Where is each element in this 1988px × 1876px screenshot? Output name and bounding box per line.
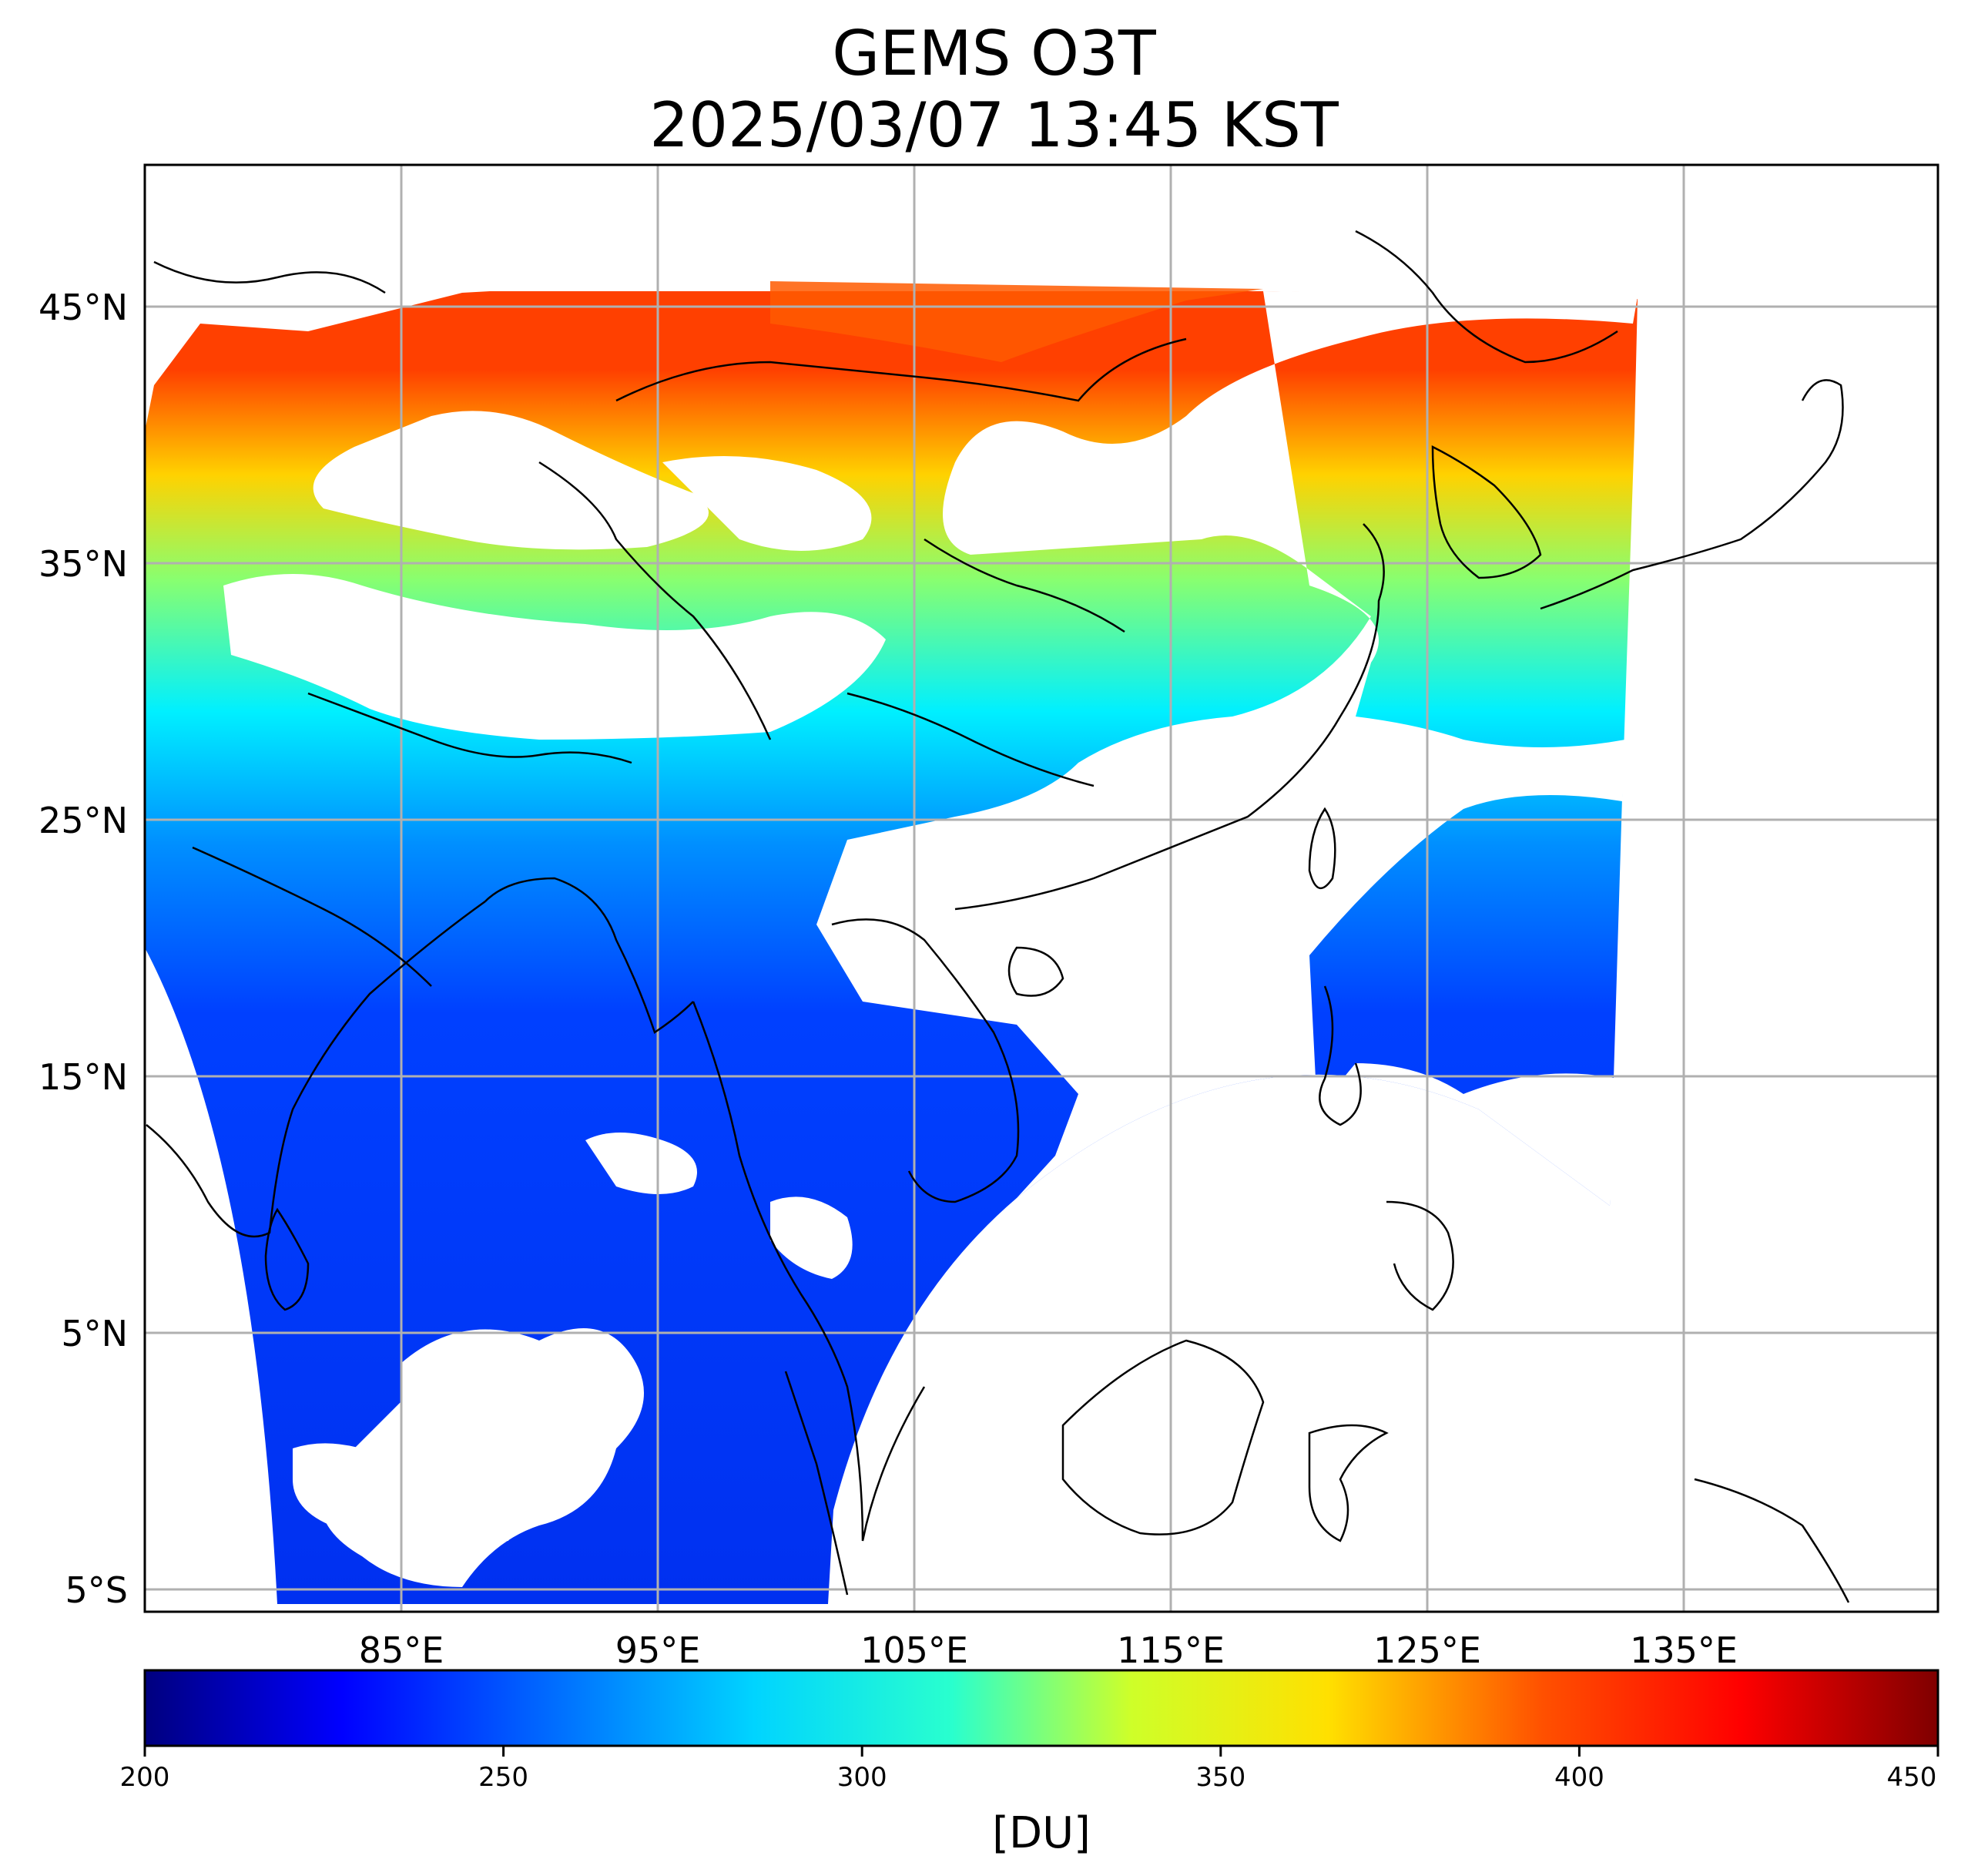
- philippines-south: [1386, 1200, 1454, 1311]
- new-guinea: [1694, 1478, 1850, 1603]
- colorbar-label-250: 250: [478, 1762, 528, 1793]
- colorbar-unit-label: [DU]: [992, 1808, 1091, 1858]
- central-asia-border: [153, 260, 386, 294]
- lat-label-5s: 5°S: [65, 1569, 128, 1611]
- sri-lanka: [264, 1207, 310, 1311]
- ozone-high-band: [770, 281, 1263, 362]
- mongolia-border: [615, 337, 1187, 402]
- lon-label-95e: 95°E: [615, 1629, 701, 1671]
- lon-label-85e: 85°E: [359, 1629, 444, 1671]
- indochina-coast: [692, 1001, 926, 1542]
- lat-label-25n: 25°N: [39, 800, 128, 841]
- northeast-border: [1355, 230, 1618, 364]
- colorbar: [143, 1669, 1939, 1747]
- map-title: GEMS O3T: [832, 18, 1156, 89]
- korea: [1431, 445, 1542, 579]
- lat-label-45n: 45°N: [39, 287, 128, 328]
- lat-label-5n: 5°N: [61, 1313, 128, 1354]
- cloud-mask: [223, 291, 1638, 1587]
- himalaya-border: [307, 692, 632, 764]
- india-coast: [146, 900, 486, 1238]
- latitude-labels: 45°N 35°N 25°N 15°N 5°N 5°S: [39, 287, 128, 1611]
- colorbar-label-200: 200: [120, 1762, 170, 1793]
- lat-label-35n: 35°N: [39, 543, 128, 585]
- philippines-luzon: [1319, 985, 1362, 1126]
- malay-sumatra: [784, 1371, 849, 1596]
- lon-label-105e: 105°E: [860, 1629, 968, 1671]
- lon-label-135e: 135°E: [1630, 1629, 1738, 1671]
- map-frame: [143, 163, 1939, 1613]
- bay-of-bengal-coast: [484, 877, 694, 1034]
- vietnam-coast: [831, 918, 1020, 1203]
- lon-label-125e: 125°E: [1373, 1629, 1481, 1671]
- lon-label-115e: 115°E: [1117, 1629, 1225, 1671]
- colorbar-label-350: 350: [1195, 1762, 1245, 1793]
- colorbar-tick-labels: 200 250 300 350 400 450: [120, 1762, 1937, 1793]
- colorbar-label-400: 400: [1554, 1762, 1604, 1793]
- lat-label-15n: 15°N: [39, 1056, 128, 1098]
- japan: [1540, 379, 1844, 610]
- sulawesi: [1308, 1424, 1389, 1542]
- china-interior-1: [924, 538, 1125, 633]
- longitude-labels: 85°E 95°E 105°E 115°E 125°E 135°E: [359, 1629, 1738, 1671]
- borneo: [1061, 1339, 1265, 1535]
- hainan: [1007, 946, 1064, 997]
- china-interior-2: [846, 692, 1095, 787]
- china-west-border: [538, 461, 772, 740]
- coastlines-borders: [146, 230, 1850, 1603]
- china-coast: [954, 523, 1385, 911]
- colorbar-ticks: [143, 1746, 1939, 1757]
- india-interior: [192, 846, 432, 987]
- gridlines: [145, 165, 1938, 1612]
- colorbar-label-300: 300: [837, 1762, 887, 1793]
- map-subtitle-datetime: 2025/03/07 13:45 KST: [649, 89, 1339, 161]
- colorbar-label-450: 450: [1887, 1762, 1937, 1793]
- map-area: [145, 165, 1938, 1612]
- taiwan: [1308, 807, 1336, 889]
